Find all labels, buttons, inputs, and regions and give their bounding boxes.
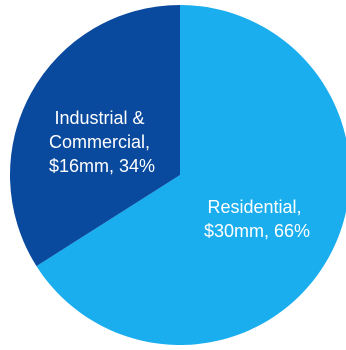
slice-label-residential-line-2: $30mm, 66% [204,221,310,241]
slice-label-industrial-commercial-line-3: $16mm, 34% [49,156,155,176]
slice-label-industrial-commercial-line-1: Industrial & [54,108,144,128]
slice-label-industrial-commercial-line-2: Commercial, [49,132,150,152]
slice-labels: Residential, $30mm, 66% Industrial & Com… [49,108,310,241]
pie-slice-residential [36,5,346,345]
pie-slice-industrial-commercial [9,5,180,267]
slice-label-industrial-commercial: Industrial & Commercial, $16mm, 34% [49,108,155,176]
pie-slices [9,5,346,345]
slice-label-residential: Residential, $30mm, 66% [204,197,310,241]
slice-label-residential-line-1: Residential, [207,197,301,217]
